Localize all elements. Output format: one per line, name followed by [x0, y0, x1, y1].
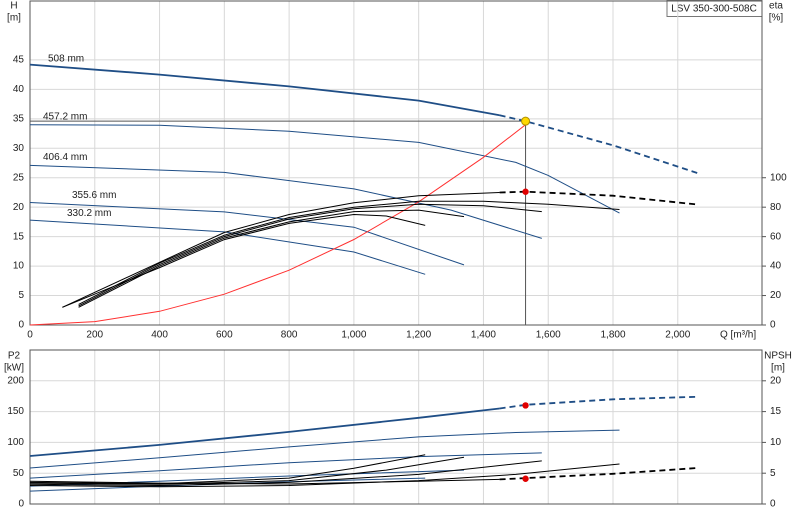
curve-extension [499, 114, 698, 174]
curve-label: 508 mm [48, 53, 84, 64]
curve [29, 164, 542, 239]
curve [29, 454, 426, 485]
y-tick-label: 0 [18, 499, 24, 510]
curve [29, 456, 465, 485]
y2-tick-label: 5 [770, 468, 776, 479]
y-tick-label: 200 [7, 375, 24, 386]
x-axis-label: Q [m³/h] [720, 330, 756, 341]
x-tick-label: 600 [216, 330, 233, 341]
curve [78, 200, 620, 305]
curve [78, 209, 465, 308]
operating-point [522, 402, 529, 409]
y-tick-label: 20 [13, 202, 25, 213]
curve [29, 63, 500, 117]
y-tick-label: 30 [13, 143, 25, 154]
y2-axis-label: eta [769, 1, 783, 12]
y-tick-label: 10 [13, 261, 25, 272]
y2-tick-label: 80 [770, 202, 782, 213]
x-tick-label: 200 [86, 330, 103, 341]
y-tick-label: 35 [13, 113, 25, 124]
y2-tick-label: 0 [770, 320, 776, 331]
y2-tick-label: 10 [770, 437, 782, 448]
y-tick-label: 15 [13, 231, 25, 242]
curve-label: 457.2 mm [43, 111, 87, 122]
y2-axis-unit: [m] [771, 363, 785, 374]
x-tick-label: 400 [151, 330, 168, 341]
curve [29, 124, 620, 214]
y-tick-label: 0 [18, 320, 24, 331]
x-tick-label: 800 [281, 330, 298, 341]
plot-frame [29, 0, 763, 326]
y-tick-label: 100 [7, 437, 24, 448]
y-axis-label: H [10, 1, 17, 12]
curve [29, 219, 426, 275]
y-tick-label: 25 [13, 172, 25, 183]
curve [62, 213, 426, 308]
curve-label: 355.6 mm [72, 190, 116, 201]
curve [29, 407, 500, 457]
x-tick-label: 1,800 [600, 330, 625, 341]
y2-tick-label: 15 [770, 406, 782, 417]
y2-axis-label: NPSH [764, 351, 792, 362]
x-tick-label: 0 [27, 330, 33, 341]
curve [29, 202, 465, 266]
curve [29, 452, 542, 479]
curve [29, 429, 620, 469]
y2-tick-label: 40 [770, 261, 782, 272]
y-tick-label: 40 [13, 84, 25, 95]
x-tick-label: 1,400 [471, 330, 496, 341]
curve [29, 460, 542, 487]
x-tick-label: 2,000 [665, 330, 690, 341]
x-tick-label: 1,000 [341, 330, 366, 341]
y2-tick-label: 0 [770, 499, 776, 510]
y-axis-unit: [m] [7, 13, 21, 24]
curve [29, 463, 620, 488]
y-axis-unit: [kW] [4, 363, 24, 374]
y-tick-label: 50 [13, 468, 25, 479]
y2-tick-label: 100 [770, 172, 787, 183]
y-axis-label: P2 [8, 351, 21, 362]
y-tick-label: 45 [13, 55, 25, 66]
operating-point [521, 116, 531, 126]
curve [62, 192, 500, 308]
curve [29, 478, 500, 485]
y2-axis-unit: [%] [769, 13, 784, 24]
y-tick-label: 150 [7, 406, 24, 417]
curve-extension [499, 395, 698, 410]
curve [78, 203, 542, 307]
curve-extension [499, 467, 698, 481]
y2-tick-label: 60 [770, 231, 782, 242]
chart-title: LSV 350-300-508C [671, 4, 757, 15]
operating-point [522, 188, 529, 195]
operating-point [522, 475, 529, 482]
curve-label: 330.2 mm [67, 208, 111, 219]
y-tick-label: 5 [18, 290, 24, 301]
y2-tick-label: 20 [770, 375, 782, 386]
curve-extension [499, 190, 698, 206]
y2-tick-label: 20 [770, 290, 782, 301]
plot-frame [29, 349, 763, 505]
curve-label: 406.4 mm [43, 152, 87, 163]
curve [29, 124, 526, 326]
x-tick-label: 1,200 [406, 330, 431, 341]
x-tick-label: 1,600 [536, 330, 561, 341]
